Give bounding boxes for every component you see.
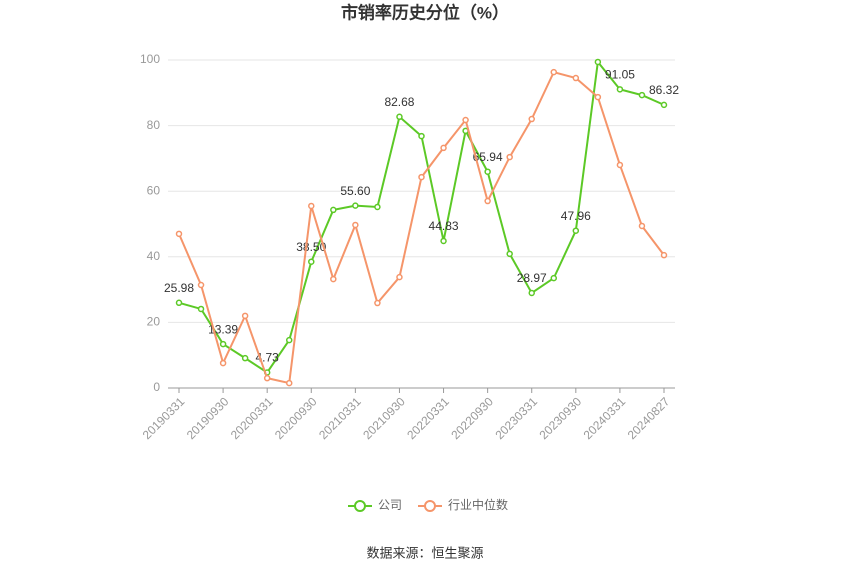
data-point [374,203,381,211]
data-point [308,258,315,265]
data-label: 82.68 [384,95,414,109]
data-point [418,173,425,181]
data-point [263,374,271,382]
data-point [330,275,337,283]
x-tick-label: 20210930 [360,394,408,442]
data-label: 86.32 [649,83,679,97]
x-tick-label: 20240331 [581,394,629,442]
data-point [660,251,668,259]
data-label: 13.39 [208,322,238,336]
data-point [308,202,315,210]
data-point [572,74,580,82]
data-point [219,340,227,348]
data-point [241,312,249,320]
data-point [197,305,205,313]
data-point [197,281,205,289]
data-label: 28.97 [517,271,547,285]
y-tick-label: 20 [147,315,161,329]
data-label: 38.50 [296,240,326,254]
data-point [241,354,249,362]
data-point [550,274,558,282]
data-label: 55.60 [340,184,370,198]
legend-marker [354,500,366,512]
data-point [285,379,293,387]
data-label: 91.05 [605,68,635,82]
data-point [352,221,359,229]
data-point [572,227,580,234]
data-point [462,116,469,124]
data-label: 25.98 [164,281,194,295]
x-tick-label: 20220930 [448,394,496,442]
data-point [175,230,183,238]
x-tick-label: 20230930 [537,394,585,442]
x-tick-label: 20230331 [492,394,540,442]
data-point [616,161,624,169]
data-point [594,93,602,101]
data-point [219,359,227,367]
data-point [484,168,491,175]
data-point [528,115,535,123]
x-tick-label: 20200331 [228,394,276,442]
data-point [506,153,513,161]
data-point [638,91,646,99]
data-point [550,68,558,76]
y-tick-label: 80 [147,118,161,132]
x-tick-label: 20190930 [184,394,232,442]
x-tick-label: 20220331 [404,394,452,442]
data-point [506,250,513,258]
data-point [528,289,535,297]
data-point [396,113,403,121]
data-point [175,299,183,307]
chart-title: 市销率历史分位（%） [341,2,509,22]
x-tick-label: 20240827 [625,394,673,442]
data-label: 65.94 [473,150,503,164]
data-point [396,273,403,281]
data-point [352,202,359,209]
x-tick-label: 20200930 [272,394,320,442]
y-tick-label: 40 [147,249,161,263]
data-point [594,58,602,66]
data-point [484,197,491,205]
data-point [330,206,337,214]
series-line [178,59,665,374]
data-point [418,132,425,140]
data-point [440,144,447,152]
data-point [440,237,447,245]
legend-label: 公司 [378,498,402,512]
y-tick-label: 0 [153,380,160,394]
x-tick-label: 20210331 [316,394,364,442]
legend-marker [424,500,436,512]
data-point [660,101,668,109]
x-tick-label: 20190331 [140,394,188,442]
data-point [638,222,646,230]
source: 数据来源：恒生聚源 [366,545,483,560]
y-tick-label: 100 [140,52,160,66]
data-point [374,299,381,307]
data-point [616,86,624,93]
data-label: 47.96 [561,209,591,223]
data-label: 44.83 [429,219,459,233]
data-point [285,336,293,344]
y-tick-label: 60 [147,183,161,197]
legend-label: 行业中位数 [448,497,508,512]
